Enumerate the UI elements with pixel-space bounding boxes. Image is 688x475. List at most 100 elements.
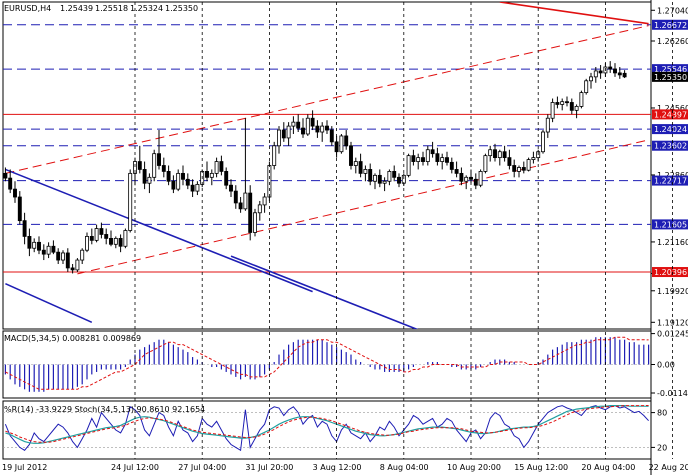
trendline bbox=[5, 168, 313, 293]
candle-body bbox=[147, 176, 152, 184]
candle-body bbox=[353, 161, 358, 166]
oscillator-tick-label: 20 bbox=[657, 443, 667, 452]
candle-body bbox=[157, 153, 161, 166]
candle-body bbox=[37, 241, 41, 251]
candle-body bbox=[243, 192, 248, 210]
candle-body bbox=[339, 135, 344, 153]
candle-body bbox=[483, 155, 488, 172]
candle-body bbox=[142, 169, 147, 184]
ohlc-high: 1.25518 bbox=[95, 4, 128, 13]
level-price-label: 1.21605 bbox=[654, 220, 687, 229]
time-tick-label: 31 Jul 20:00 bbox=[245, 463, 293, 472]
candle-body bbox=[171, 180, 176, 190]
candle-body bbox=[190, 184, 195, 192]
price-tick-label: 1.26260 bbox=[657, 37, 688, 46]
candle-body bbox=[301, 127, 305, 135]
candle-body bbox=[133, 161, 137, 174]
candle-body bbox=[296, 121, 301, 129]
candle-body bbox=[459, 172, 464, 182]
candle-body bbox=[545, 117, 550, 133]
level-price-tag bbox=[652, 109, 688, 120]
candle-body bbox=[598, 70, 603, 74]
macd-tick-label: 0.00 bbox=[657, 361, 675, 370]
candle-body bbox=[22, 220, 27, 237]
candle-body bbox=[152, 153, 157, 178]
candle-body bbox=[464, 176, 469, 182]
candle-body bbox=[584, 80, 589, 94]
candle-body bbox=[209, 172, 214, 178]
candle-body bbox=[185, 178, 190, 186]
candle-body bbox=[541, 131, 545, 153]
time-tick-label: 19 Jul 2012 bbox=[2, 463, 47, 472]
macd-signal-line bbox=[5, 336, 649, 390]
candle-body bbox=[569, 102, 574, 111]
candle-body bbox=[397, 176, 401, 184]
candle-body bbox=[233, 190, 238, 204]
time-tick-label: 3 Aug 12:00 bbox=[313, 463, 362, 472]
candle-body bbox=[65, 252, 70, 269]
candle-body bbox=[373, 174, 377, 182]
candle-body bbox=[262, 196, 267, 206]
candle-body bbox=[454, 169, 459, 174]
oscillator-tick-label: 80 bbox=[657, 409, 667, 418]
candle-body bbox=[329, 129, 334, 143]
price-tick-label: 1.22860 bbox=[657, 171, 688, 180]
candle-body bbox=[445, 157, 449, 163]
candle-body bbox=[27, 236, 32, 249]
main-price-pane[interactable]: 1.270401.262601.245601.228601.211601.203… bbox=[3, 2, 688, 330]
candle-body bbox=[593, 70, 598, 78]
candle-body bbox=[320, 125, 325, 133]
candle-body bbox=[622, 72, 627, 78]
candle-body bbox=[555, 102, 560, 105]
time-tick-label: 27 Jul 04:00 bbox=[178, 463, 226, 472]
macd-label: MACD(5,34,5) 0.008281 0.009869 bbox=[4, 334, 141, 343]
candle-body bbox=[392, 171, 397, 178]
candle-body bbox=[493, 149, 497, 159]
time-tick-label: 15 Aug 12:00 bbox=[514, 463, 568, 472]
candle-body bbox=[560, 101, 565, 105]
candle-body bbox=[181, 172, 185, 180]
candle-body bbox=[608, 66, 613, 70]
level-price-label: 1.22717 bbox=[654, 177, 687, 186]
candle-body bbox=[344, 135, 349, 147]
candle-body bbox=[305, 117, 310, 135]
price-tick-label: 1.24560 bbox=[657, 104, 688, 113]
time-tick-label: 20 Aug 04:00 bbox=[581, 463, 635, 472]
candle-body bbox=[3, 172, 8, 179]
candle-body bbox=[349, 145, 353, 166]
candle-body bbox=[166, 171, 171, 182]
level-price-label: 1.23602 bbox=[654, 142, 687, 151]
stochastic-k-line bbox=[5, 405, 649, 444]
level-price-tag bbox=[652, 19, 688, 30]
level-price-tag bbox=[652, 267, 688, 278]
candle-body bbox=[574, 106, 579, 111]
candle-body bbox=[8, 177, 13, 190]
candle-body bbox=[253, 212, 257, 233]
level-price-tag bbox=[652, 140, 688, 151]
candle-body bbox=[17, 196, 22, 222]
level-price-label: 1.20396 bbox=[654, 268, 687, 277]
time-tick-label: 8 Aug 04:00 bbox=[380, 463, 429, 472]
candle-body bbox=[137, 161, 142, 170]
candle-body bbox=[425, 149, 430, 162]
candle-body bbox=[286, 125, 291, 139]
time-tick-label: 24 Jul 12:00 bbox=[111, 463, 159, 472]
level-price-tag bbox=[652, 219, 688, 230]
level-price-label: 1.24397 bbox=[654, 110, 687, 119]
candle-body bbox=[406, 155, 411, 176]
trendline bbox=[5, 25, 649, 174]
candle-body bbox=[56, 251, 61, 261]
candle-body bbox=[277, 129, 281, 147]
williams-r-line bbox=[4, 405, 649, 452]
candle-body bbox=[205, 171, 209, 178]
level-price-label: 1.24024 bbox=[654, 125, 687, 134]
candle-body bbox=[589, 76, 593, 82]
oscillator-pane[interactable]: 80 20 bbox=[3, 405, 667, 453]
macd-pane[interactable]: 0.0124510.00-0.01149 bbox=[3, 330, 688, 398]
candle-body bbox=[613, 68, 617, 74]
candle-body bbox=[195, 184, 200, 192]
candle-body bbox=[363, 169, 368, 174]
